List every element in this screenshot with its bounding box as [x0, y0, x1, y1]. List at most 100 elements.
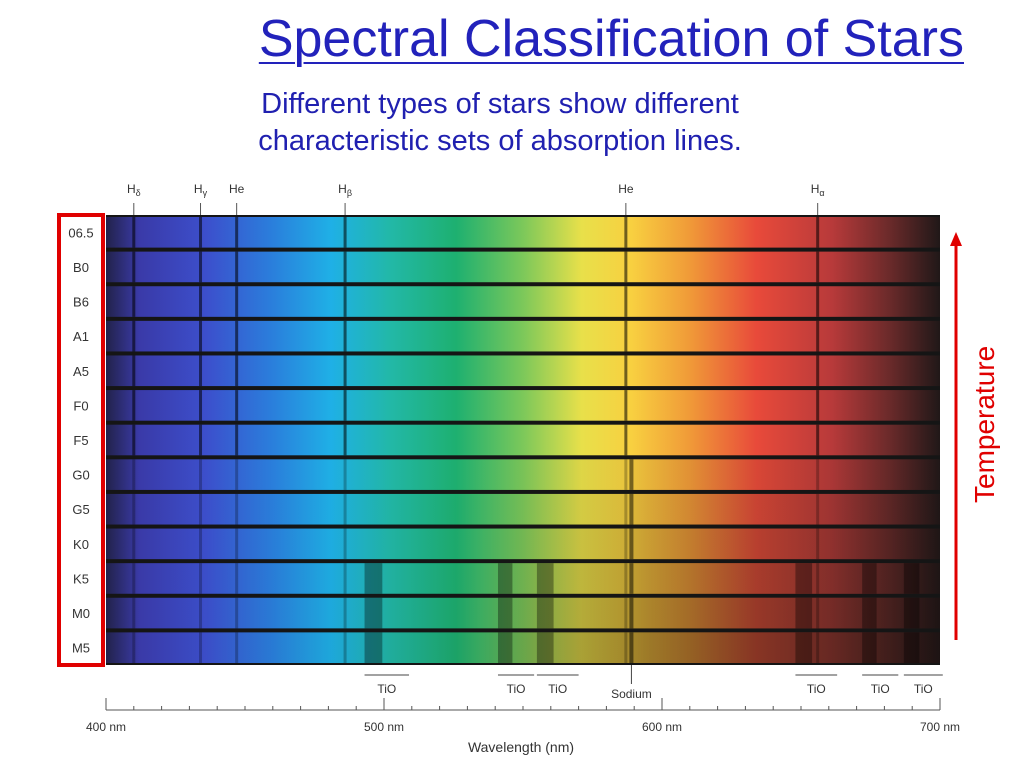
- subtitle-line-2: characteristic sets of absorption lines.: [258, 125, 742, 157]
- tio-absorption: [862, 632, 877, 663]
- absorption-line: [199, 459, 203, 490]
- absorption-line: [343, 251, 347, 283]
- line-marker-label: Hβ: [338, 182, 352, 198]
- band-label: TiO: [914, 682, 933, 696]
- spectrum-strip: [106, 286, 940, 317]
- spectral-type-label: M5: [72, 641, 90, 656]
- temperature-label: Temperature: [969, 345, 1000, 503]
- absorption-line: [624, 459, 628, 490]
- absorption-line: [132, 632, 136, 663]
- absorption-line: [343, 320, 347, 352]
- line-marker-label: He: [618, 182, 634, 196]
- absorption-line: [199, 217, 203, 248]
- band-label: TiO: [377, 682, 396, 696]
- absorption-line: [235, 390, 239, 421]
- spectra-strips: [106, 215, 940, 665]
- tio-absorption: [903, 632, 920, 663]
- absorption-line: [199, 493, 203, 525]
- absorption-line: [816, 217, 820, 248]
- absorption-line: [624, 251, 628, 283]
- spectral-type-label: F0: [73, 398, 88, 413]
- sodium-line: [629, 459, 634, 490]
- absorption-line: [343, 390, 347, 421]
- absorption-line: [235, 320, 239, 352]
- tio-absorption: [364, 563, 383, 594]
- absorption-line: [235, 597, 239, 629]
- absorption-line: [816, 320, 820, 352]
- absorption-line: [624, 355, 628, 387]
- absorption-line: [816, 632, 820, 663]
- absorption-line: [343, 563, 347, 594]
- absorption-line: [624, 217, 628, 248]
- tio-absorption: [497, 563, 513, 594]
- band-label: TiO: [807, 682, 826, 696]
- tio-band-markers: TiO TiO TiO TiO TiO TiO Sodium: [364, 665, 943, 701]
- tio-absorption: [795, 632, 813, 663]
- absorption-line: [816, 390, 820, 421]
- sodium-line: [629, 528, 634, 560]
- tio-absorption: [536, 632, 554, 663]
- absorption-line: [624, 597, 628, 629]
- axis-tick-label: 400 nm: [86, 720, 126, 734]
- tio-absorption: [795, 597, 813, 629]
- absorption-line: [199, 563, 203, 594]
- sodium-label: Sodium: [611, 687, 652, 701]
- spectral-type-label: K5: [73, 571, 89, 586]
- sodium-line: [629, 563, 634, 594]
- line-marker-label: Hδ: [127, 182, 141, 198]
- absorption-line: [816, 563, 820, 594]
- slide-title: Spectral Classification of Stars: [258, 10, 964, 68]
- spectral-type-labels: 06.5 B0 B6 A1 A5 F0 F5 G0 G5 K0 K5 M0 M5: [68, 225, 93, 655]
- tio-absorption: [536, 563, 554, 594]
- absorption-line: [199, 320, 203, 352]
- axis-tick-label: 600 nm: [642, 720, 682, 734]
- absorption-line: [132, 424, 136, 456]
- absorption-line: [199, 390, 203, 421]
- absorption-line: [624, 493, 628, 525]
- spectral-type-label: G5: [72, 502, 89, 517]
- spectral-type-label: A5: [73, 364, 89, 379]
- wavelength-axis: Wavelength (nm) 400 nm 500 nm 600 nm 700 nm: [86, 698, 960, 755]
- absorption-line: [235, 459, 239, 490]
- absorption-line: [343, 597, 347, 629]
- absorption-line: [199, 528, 203, 560]
- sodium-line: [629, 493, 634, 525]
- axis-tick-label: 700 nm: [920, 720, 960, 734]
- absorption-line: [132, 320, 136, 352]
- absorption-line: [624, 563, 628, 594]
- spectrum-strip-shade: [106, 528, 940, 560]
- absorption-line: [816, 424, 820, 456]
- absorption-line: [132, 251, 136, 283]
- absorption-line: [816, 597, 820, 629]
- absorption-line: [624, 390, 628, 421]
- absorption-line: [199, 424, 203, 456]
- absorption-line: [132, 390, 136, 421]
- absorption-line: [132, 597, 136, 629]
- absorption-line: [132, 459, 136, 490]
- tio-absorption: [497, 597, 513, 629]
- sodium-line: [629, 632, 634, 663]
- absorption-line: [816, 286, 820, 317]
- spectrum-strip: [106, 424, 940, 456]
- absorption-line: [343, 459, 347, 490]
- spectral-type-label: B6: [73, 295, 89, 310]
- absorption-line: [132, 528, 136, 560]
- absorption-line: [816, 355, 820, 387]
- absorption-line: [343, 286, 347, 317]
- absorption-line: [343, 493, 347, 525]
- absorption-line: [132, 286, 136, 317]
- axis-tick-label: 500 nm: [364, 720, 404, 734]
- spectrum-strip: [106, 355, 940, 387]
- absorption-line: [235, 217, 239, 248]
- absorption-line: [816, 493, 820, 525]
- spectrum-strip: [106, 390, 940, 421]
- absorption-line: [235, 632, 239, 663]
- spectral-type-label: G0: [72, 468, 89, 483]
- absorption-line: [343, 424, 347, 456]
- spectrum-strip-shade: [106, 493, 940, 525]
- spectrum-strip-shade: [106, 632, 940, 663]
- absorption-line: [132, 355, 136, 387]
- absorption-line: [199, 632, 203, 663]
- absorption-line: [132, 217, 136, 248]
